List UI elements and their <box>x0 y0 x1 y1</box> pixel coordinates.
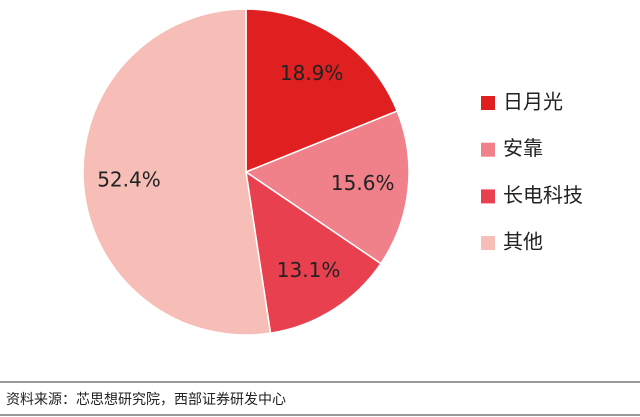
pie-slice <box>82 8 272 336</box>
pie-slice <box>245 8 399 174</box>
legend-label: 日月光 <box>503 90 563 114</box>
legend-swatch <box>481 142 495 157</box>
legend-swatch <box>481 96 495 110</box>
pie-slice <box>245 170 382 335</box>
legend-swatch <box>481 236 495 251</box>
data-label: 18.9% <box>280 61 344 85</box>
legend-label: 安靠 <box>503 136 543 160</box>
data-label: 15.6% <box>331 171 395 195</box>
data-label: 52.4% <box>97 167 161 191</box>
legend-label: 长电科技 <box>503 183 583 207</box>
pie-slice <box>244 110 410 265</box>
legend-swatch <box>481 189 495 204</box>
data-label: 13.1% <box>277 258 341 282</box>
legend-label: 其他 <box>503 230 543 254</box>
source-note: 资料来源：芯思想研究院，西部证券研发中心 <box>6 392 286 408</box>
